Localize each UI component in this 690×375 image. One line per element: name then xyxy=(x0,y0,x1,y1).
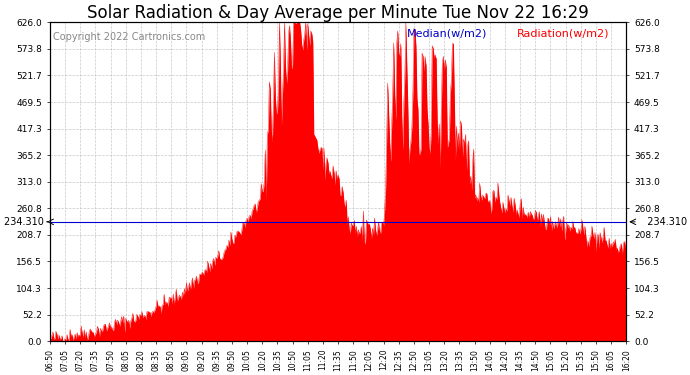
Text: Radiation(w/m2): Radiation(w/m2) xyxy=(517,29,609,39)
Text: 234.310: 234.310 xyxy=(641,217,687,227)
Title: Solar Radiation & Day Average per Minute Tue Nov 22 16:29: Solar Radiation & Day Average per Minute… xyxy=(87,4,589,22)
Text: 234.310: 234.310 xyxy=(4,217,47,227)
Text: Copyright 2022 Cartronics.com: Copyright 2022 Cartronics.com xyxy=(52,32,205,42)
Text: Median(w/m2): Median(w/m2) xyxy=(407,29,488,39)
